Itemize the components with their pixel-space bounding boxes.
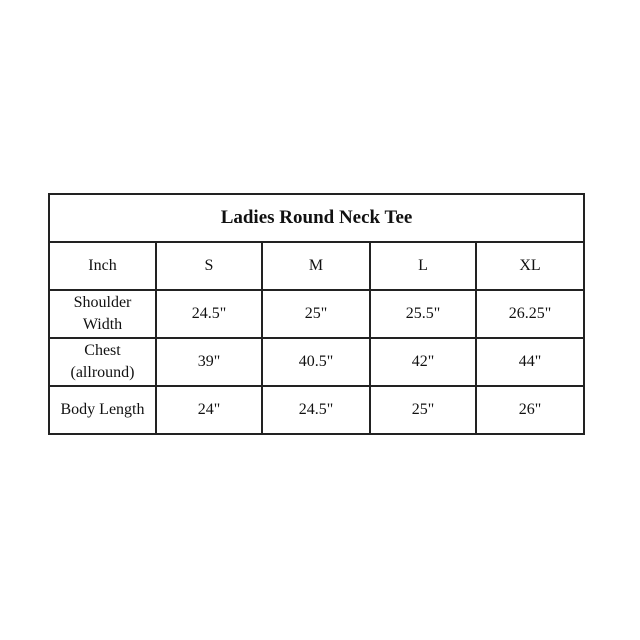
header-cell-unit: Inch bbox=[48, 241, 157, 291]
header-cell-s: S bbox=[155, 241, 263, 291]
table-cell: 24.5" bbox=[261, 385, 371, 435]
row-label-line: Shoulder bbox=[73, 294, 132, 311]
table-cell: 42" bbox=[369, 337, 477, 387]
row-label: Chest (allround) bbox=[48, 337, 157, 387]
table-cell: 25" bbox=[261, 289, 371, 339]
row-label: Shoulder Width bbox=[48, 289, 157, 339]
header-cell-m: M bbox=[261, 241, 371, 291]
header-cell-xl: XL bbox=[475, 241, 585, 291]
table-cell: 25.5" bbox=[369, 289, 477, 339]
table-cell: 44" bbox=[475, 337, 585, 387]
table-cell: 39" bbox=[155, 337, 263, 387]
table-cell: 40.5" bbox=[261, 337, 371, 387]
row-label-line: Chest bbox=[84, 342, 121, 359]
row-label-line: (allround) bbox=[70, 364, 135, 381]
table-cell: 24.5" bbox=[155, 289, 263, 339]
table-row: Shoulder Width 24.5" 25" 25.5" 26.25" bbox=[48, 289, 585, 339]
table-row: Body Length 24" 24.5" 25" 26" bbox=[48, 385, 585, 435]
header-cell-l: L bbox=[369, 241, 477, 291]
row-label-line: Width bbox=[82, 316, 123, 333]
table-cell: 24" bbox=[155, 385, 263, 435]
title-row: Ladies Round Neck Tee bbox=[48, 193, 585, 243]
row-label: Body Length bbox=[48, 385, 157, 435]
table-cell: 25" bbox=[369, 385, 477, 435]
table-row: Chest (allround) 39" 40.5" 42" 44" bbox=[48, 337, 585, 387]
table-cell: 26.25" bbox=[475, 289, 585, 339]
header-row: Inch S M L XL bbox=[48, 241, 585, 291]
table-cell: 26" bbox=[475, 385, 585, 435]
size-chart-table: Ladies Round Neck Tee Inch S M L XL Shou… bbox=[48, 193, 585, 435]
table-title: Ladies Round Neck Tee bbox=[48, 193, 585, 243]
